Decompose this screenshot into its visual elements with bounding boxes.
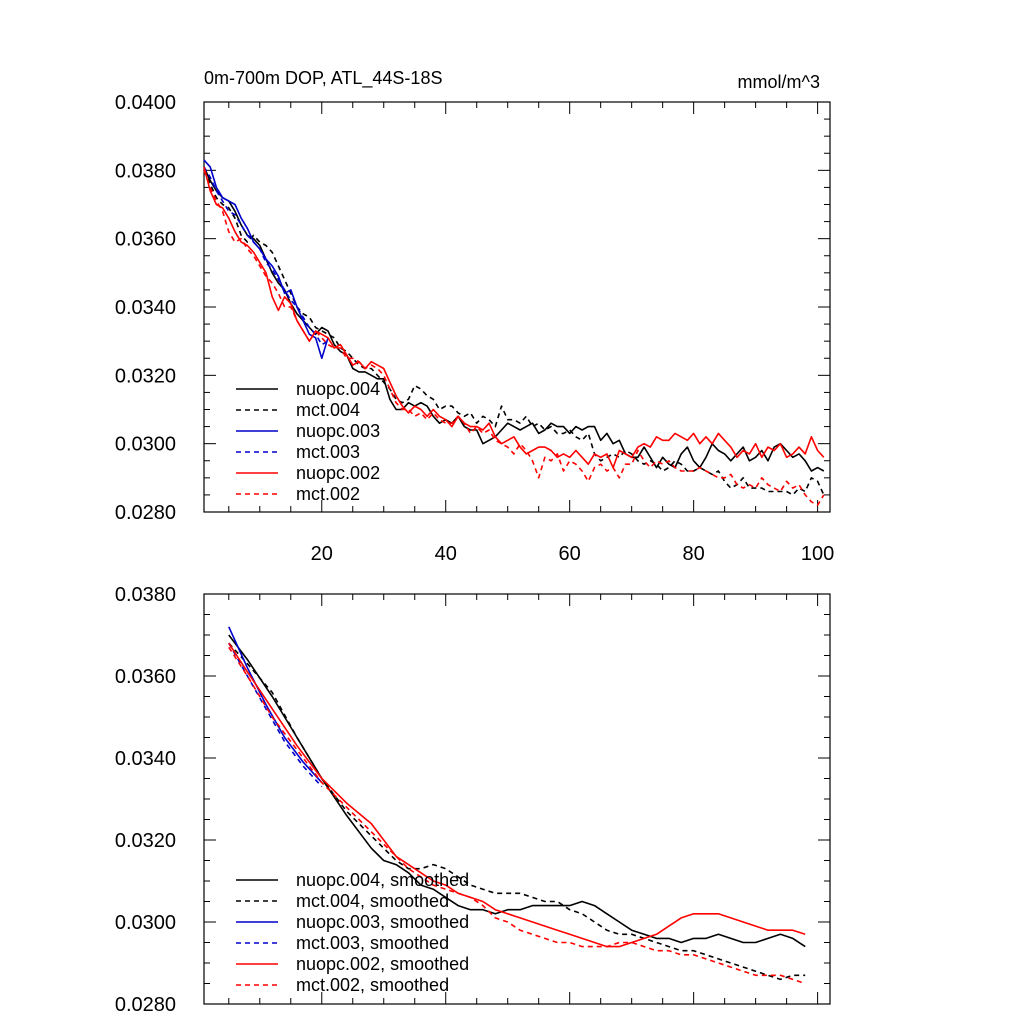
top-y-tick-label: 0.0380 (115, 160, 176, 182)
top-y-tick-label: 0.0280 (115, 502, 176, 524)
bottom-legend-label-mct-002-smoothed: mct.002, smoothed (296, 975, 449, 995)
chart-title: 0m-700m DOP, ATL_44S-18S (204, 68, 442, 89)
bottom-legend-label-mct-003-smoothed: mct.003, smoothed (296, 933, 449, 953)
bottom-series-nuopc-002-smoothed (228, 642, 806, 948)
bottom-y-tick-label: 0.0280 (115, 994, 176, 1016)
top-y-tick-label: 0.0300 (115, 434, 176, 456)
top-legend-label-nuopc-002: nuopc.002 (296, 463, 380, 483)
chart-units: mmol/m^3 (738, 72, 820, 92)
bottom-series-mct-002-smoothed (228, 646, 806, 985)
top-legend-label-mct-004: mct.004 (296, 400, 360, 420)
bottom-legend-label-nuopc-002-smoothed: nuopc.002, smoothed (296, 954, 469, 974)
bottom-panel: 0.0280 0.0300 0.0320 0.0340 0.0360 0.0380 nuop… (115, 584, 831, 1016)
top-x-tick-label: 100 (801, 543, 834, 565)
bottom-y-tick-label: 0.0300 (115, 912, 176, 934)
top-series-mct-002 (203, 170, 825, 507)
bottom-series-mct-004-smoothed (228, 642, 806, 981)
bottom-legend-label-nuopc-003-smoothed: nuopc.003, smoothed (296, 912, 469, 932)
bottom-y-tick-label: 0.0340 (115, 748, 176, 770)
top-series-mct-003 (203, 166, 329, 346)
bottom-legend-label-mct-004-smoothed: mct.004, smoothed (296, 891, 449, 911)
top-legend-label-mct-002: mct.002 (296, 484, 360, 504)
bottom-legend-label-nuopc-004-smoothed: nuopc.004, smoothed (296, 870, 469, 890)
bottom-y-tick-label: 0.0320 (115, 830, 176, 852)
top-x-tick-label: 80 (683, 543, 705, 565)
top-legend-label-nuopc-003: nuopc.003 (296, 421, 380, 441)
bottom-y-tick-label: 0.0360 (115, 666, 176, 688)
top-panel: 0.0280 0.0300 0.0320 0.0340 0.0360 0.0380 0.04… (115, 92, 834, 565)
top-x-tick-label: 60 (559, 543, 581, 565)
top-legend-label-nuopc-004: nuopc.004 (296, 379, 380, 399)
bottom-series-nuopc-004-smoothed (228, 634, 806, 948)
top-y-tick-label: 0.0400 (115, 92, 176, 114)
bottom-series-nuopc-003-smoothed (228, 626, 323, 784)
top-y-tick-label: 0.0360 (115, 229, 176, 251)
top-x-tick-label: 20 (311, 543, 333, 565)
top-x-tick-label: 40 (435, 543, 457, 565)
top-series-nuopc-003 (203, 159, 329, 360)
top-y-tick-label: 0.0320 (115, 365, 176, 387)
top-y-tick-label: 0.0340 (115, 297, 176, 319)
top-legend-label-mct-003: mct.003 (296, 442, 360, 462)
bottom-y-tick-label: 0.0380 (115, 584, 176, 606)
